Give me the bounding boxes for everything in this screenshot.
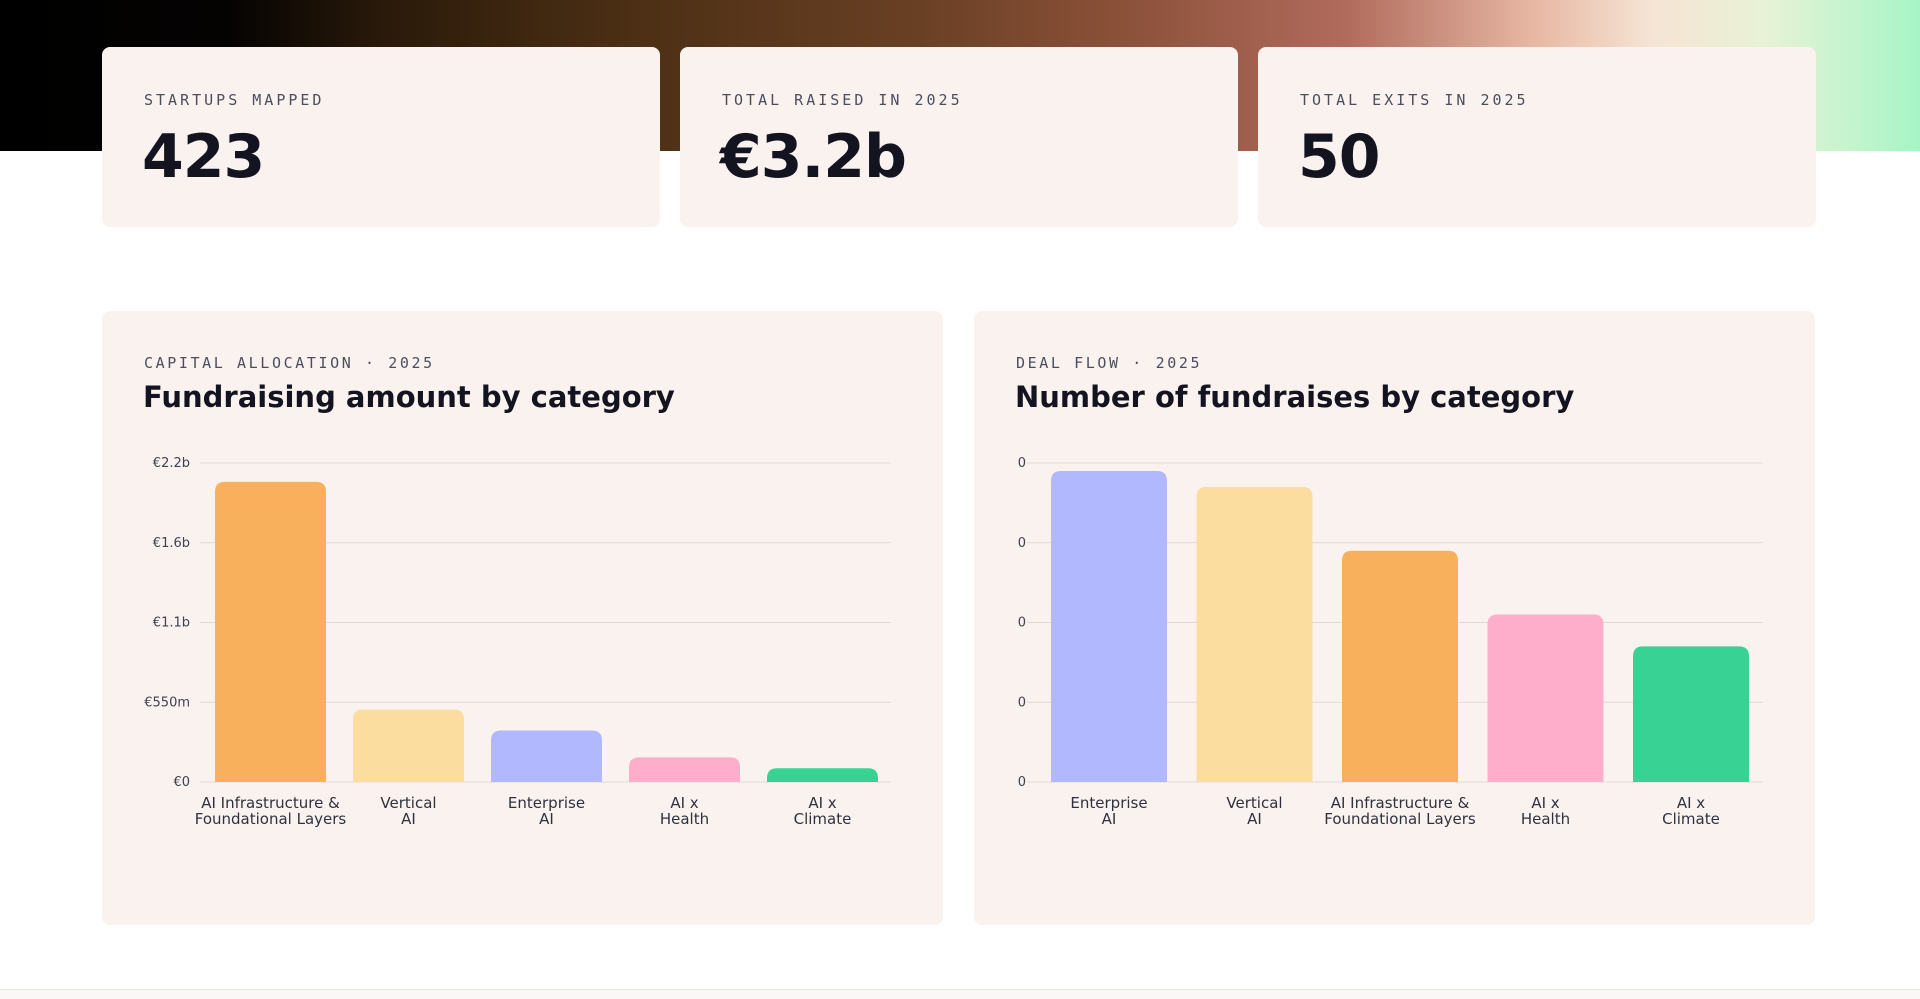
chart-title: Number of fundraises by category bbox=[1015, 380, 1575, 414]
chart-card-fundraising-amount: CAPITAL ALLOCATION · 2025 Fundraising am… bbox=[102, 311, 943, 925]
y-tick-label: €1.6b bbox=[153, 536, 190, 551]
x-tick-label: AI x bbox=[670, 794, 698, 812]
y-tick-label: 0 bbox=[1018, 695, 1026, 710]
bar bbox=[1051, 470, 1167, 782]
chart-eyebrow: CAPITAL ALLOCATION · 2025 bbox=[144, 354, 435, 372]
x-tick-label: AI x bbox=[1531, 794, 1559, 812]
y-tick-label: €0 bbox=[173, 775, 190, 790]
bar bbox=[1196, 486, 1313, 782]
x-tick-label: AI Infrastructure & bbox=[201, 794, 340, 812]
stat-card-startups-mapped: STARTUPS MAPPED 423 bbox=[102, 47, 660, 227]
y-tick-label: 0 bbox=[1018, 775, 1026, 790]
y-tick-label: 0 bbox=[1018, 456, 1026, 471]
stat-value: 423 bbox=[142, 122, 265, 192]
stat-label: STARTUPS MAPPED bbox=[144, 91, 325, 109]
y-tick-label: 0 bbox=[1018, 616, 1026, 631]
y-tick-label: 0 bbox=[1018, 536, 1026, 551]
bar bbox=[491, 730, 602, 782]
x-tick-label: Enterprise bbox=[508, 794, 585, 812]
x-tick-label: Climate bbox=[1662, 810, 1720, 828]
x-tick-label: AI x bbox=[1677, 794, 1705, 812]
x-tick-label: AI bbox=[401, 810, 416, 828]
x-tick-label: Climate bbox=[794, 810, 852, 828]
chart-title: Fundraising amount by category bbox=[143, 380, 675, 414]
x-tick-label: Vertical bbox=[380, 794, 436, 812]
x-tick-label: Vertical bbox=[1226, 794, 1282, 812]
chart-card-fundraise-count: DEAL FLOW · 2025 Number of fundraises by… bbox=[974, 311, 1815, 925]
x-tick-label: Health bbox=[1521, 810, 1570, 828]
bar bbox=[1487, 614, 1604, 782]
x-tick-label: Foundational Layers bbox=[195, 810, 347, 828]
bar-chart-fundraising-amount: €0 €550m €1.1b €1.6b €2.2b AI Infrastructure … bbox=[144, 456, 891, 828]
stat-label: TOTAL RAISED IN 2025 bbox=[722, 91, 963, 109]
bar bbox=[1342, 550, 1458, 782]
bar bbox=[629, 757, 740, 782]
y-tick-label: €2.2b bbox=[153, 456, 190, 471]
stat-value: €3.2b bbox=[720, 122, 907, 192]
x-tick-label: AI Infrastructure & bbox=[1331, 794, 1470, 812]
stat-label: TOTAL EXITS IN 2025 bbox=[1300, 91, 1529, 109]
bar bbox=[767, 768, 878, 782]
y-tick-label: €550m bbox=[144, 695, 190, 710]
x-tick-label: AI x bbox=[808, 794, 836, 812]
x-tick-label: Health bbox=[660, 810, 709, 828]
x-tick-label: Enterprise bbox=[1070, 794, 1147, 812]
x-tick-label: AI bbox=[539, 810, 554, 828]
bar bbox=[353, 709, 464, 782]
footer-divider bbox=[0, 989, 1920, 999]
stat-card-total-exits: TOTAL EXITS IN 2025 50 bbox=[1258, 47, 1816, 227]
y-tick-label: €1.1b bbox=[153, 616, 190, 631]
stat-card-total-raised: TOTAL RAISED IN 2025 €3.2b bbox=[680, 47, 1238, 227]
x-tick-label: Foundational Layers bbox=[1324, 810, 1476, 828]
chart-eyebrow: DEAL FLOW · 2025 bbox=[1016, 354, 1203, 372]
x-tick-label: AI bbox=[1102, 810, 1117, 828]
stat-value: 50 bbox=[1298, 122, 1380, 192]
bar bbox=[1633, 646, 1749, 782]
x-tick-label: AI bbox=[1247, 810, 1262, 828]
bar bbox=[215, 481, 326, 782]
